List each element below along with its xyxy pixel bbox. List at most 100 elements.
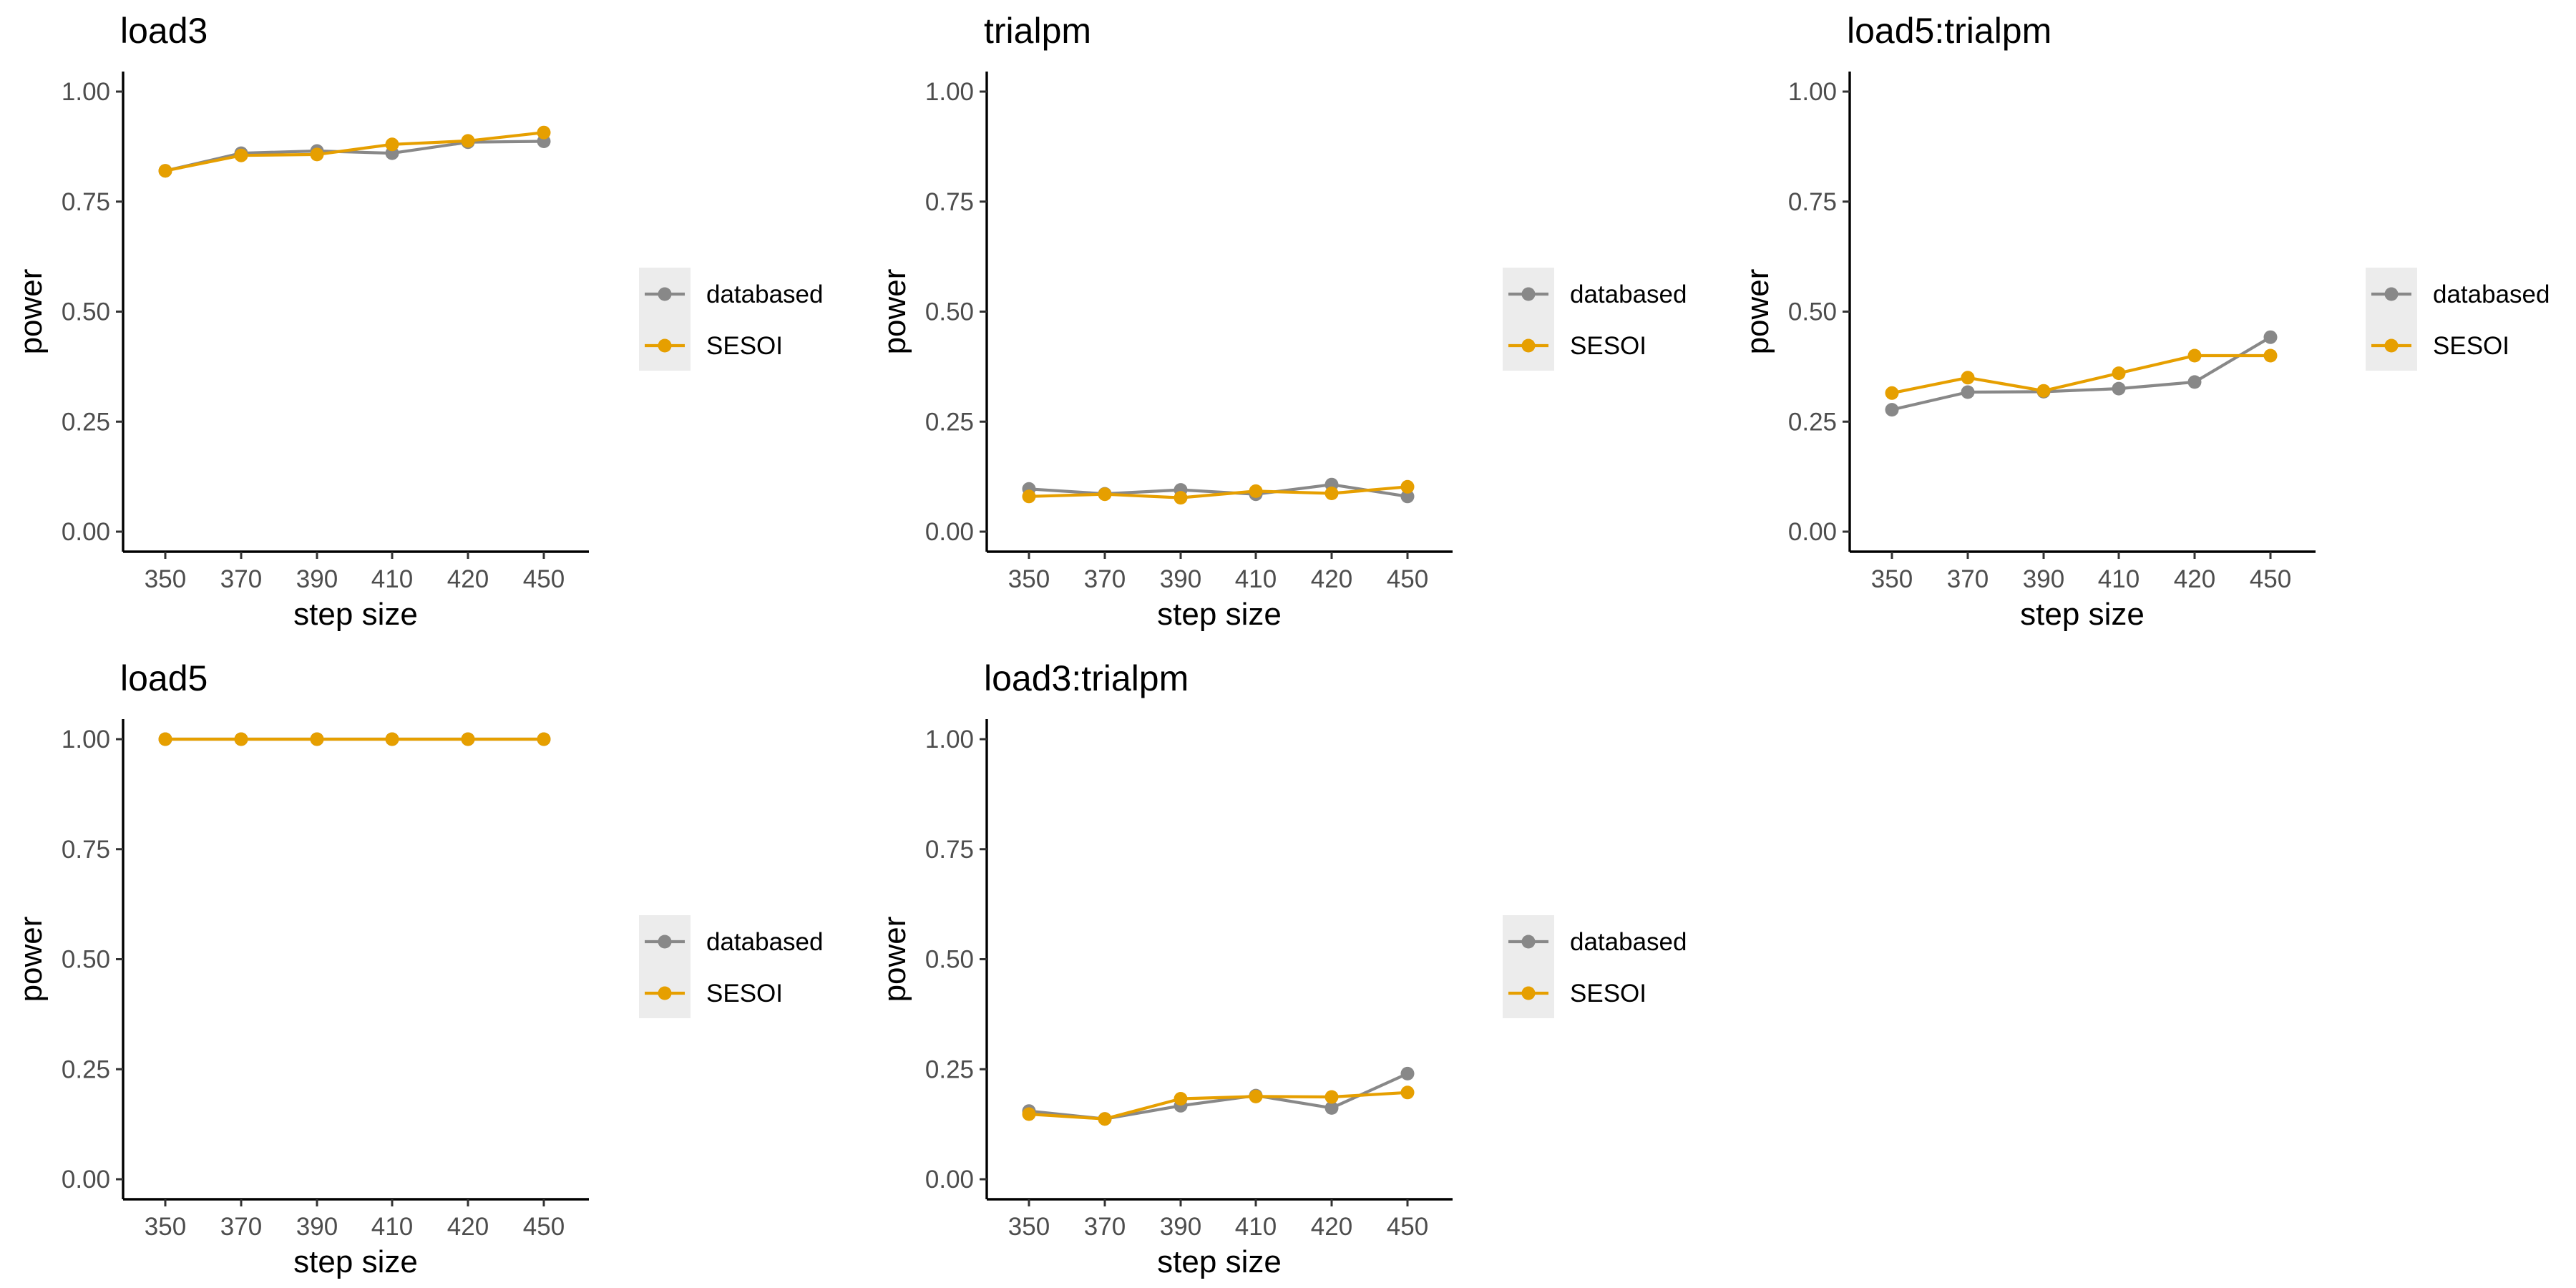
data-point [1400, 479, 1415, 494]
x-tick-label: 450 [523, 1213, 565, 1241]
y-tick-label: 0.50 [62, 946, 110, 974]
data-point [1098, 487, 1112, 502]
legend-key-point [2384, 287, 2399, 301]
legend-key-point [658, 287, 672, 301]
data-point [385, 137, 399, 152]
x-tick-label: 410 [371, 1213, 413, 1241]
legend-label: databased [1570, 928, 1687, 956]
x-tick-label: 370 [220, 1213, 262, 1241]
x-tick-label: 410 [1235, 1213, 1277, 1241]
data-point [158, 164, 172, 178]
data-point [1400, 489, 1415, 504]
panel-title: trialpm [984, 11, 1091, 51]
y-tick-label: 1.00 [1788, 78, 1837, 106]
series-line [1891, 336, 2272, 411]
series-sesoi [158, 125, 551, 178]
data-point [2263, 330, 2278, 344]
legend-label: databased [706, 928, 823, 956]
x-tick-label: 450 [1387, 565, 1428, 593]
legend-key-point [658, 986, 672, 1000]
series-sesoi [1885, 348, 2278, 400]
data-point [234, 148, 248, 162]
y-tick-label: 0.00 [925, 1166, 974, 1194]
legend-key-background [1503, 915, 1554, 1018]
y-tick-label: 0.50 [62, 298, 110, 326]
x-axis-title: step size [1157, 597, 1282, 632]
legend-label: SESOI [1570, 332, 1646, 360]
data-point [1885, 403, 1899, 417]
y-tick-label: 0.50 [925, 946, 974, 974]
series-line [165, 140, 545, 172]
data-point [310, 147, 324, 162]
legend-key-point [1521, 338, 1536, 353]
legend-label: databased [706, 280, 823, 308]
y-axis-title: power [14, 917, 49, 1002]
y-tick-label: 1.00 [925, 726, 974, 753]
chart-panel-load3: load3 0.00 0.25 0.50 0.75 1.00 350 370 390 410 420… [14, 11, 823, 632]
legend: databased SESOI [639, 915, 823, 1018]
data-point [1022, 489, 1036, 504]
y-axis-title: power [877, 917, 912, 1002]
x-axis-title: step size [1157, 1244, 1282, 1279]
data-point [1324, 1101, 1339, 1115]
x-tick-label: 450 [523, 565, 565, 593]
legend-key-point [658, 338, 672, 353]
y-tick-label: 0.50 [1788, 298, 1837, 326]
data-point [1174, 491, 1188, 505]
legend-label: SESOI [706, 980, 783, 1008]
legend-label: SESOI [1570, 980, 1646, 1008]
legend-key-point [1521, 986, 1536, 1000]
y-tick-label: 1.00 [62, 726, 110, 753]
panel-title: load3:trialpm [984, 658, 1189, 698]
x-tick-label: 370 [1947, 565, 1989, 593]
y-tick-label: 0.25 [62, 408, 110, 436]
legend-label: databased [1570, 280, 1687, 308]
series-line [1028, 485, 1408, 499]
y-tick-label: 0.00 [62, 518, 110, 546]
legend-label: SESOI [706, 332, 783, 360]
legend: databased SESOI [1503, 915, 1687, 1018]
y-tick-label: 0.75 [62, 188, 110, 216]
y-tick-label: 0.75 [62, 836, 110, 864]
data-point [1400, 1085, 1415, 1100]
panel-title: load5:trialpm [1847, 11, 2051, 51]
data-point [385, 732, 399, 746]
legend-key-point [1521, 287, 1536, 301]
y-tick-label: 1.00 [925, 78, 974, 106]
y-tick-label: 1.00 [62, 78, 110, 106]
legend-key-background [2366, 268, 2417, 371]
data-point [1324, 1090, 1339, 1104]
x-tick-label: 410 [1235, 565, 1277, 593]
data-point [537, 125, 551, 140]
x-tick-label: 370 [220, 565, 262, 593]
y-tick-label: 0.75 [1788, 188, 1837, 216]
data-point [2187, 348, 2202, 363]
chart-panel-load5: load5 0.00 0.25 0.50 0.75 1.00 350 370 390 410 420… [14, 658, 823, 1279]
data-point [1249, 484, 1263, 498]
x-tick-label: 410 [371, 565, 413, 593]
legend-key-point [1521, 935, 1536, 949]
y-tick-label: 0.75 [925, 836, 974, 864]
data-point [1098, 1112, 1112, 1126]
x-tick-label: 450 [1387, 1213, 1428, 1241]
x-tick-label: 390 [296, 565, 338, 593]
data-point [2036, 384, 2051, 398]
x-tick-label: 450 [2250, 565, 2291, 593]
y-tick-label: 0.00 [62, 1166, 110, 1194]
y-tick-label: 0.00 [1788, 518, 1837, 546]
legend: databased SESOI [1503, 268, 1687, 371]
data-point [1885, 386, 1899, 400]
series-line [1028, 1091, 1408, 1121]
chart-panel-trialpm: trialpm 0.00 0.25 0.50 0.75 1.00 350 370 390 410 4… [877, 11, 1687, 632]
series-sesoi [1022, 1085, 1415, 1126]
data-point [1961, 385, 1975, 399]
x-axis-title: step size [2020, 597, 2145, 632]
legend-label: databased [2433, 280, 2550, 308]
x-tick-label: 390 [296, 1213, 338, 1241]
x-tick-label: 420 [1311, 565, 1352, 593]
x-tick-label: 350 [1008, 1213, 1050, 1241]
data-point [461, 732, 475, 746]
data-point [1400, 1066, 1415, 1080]
legend-key-point [2384, 338, 2399, 353]
